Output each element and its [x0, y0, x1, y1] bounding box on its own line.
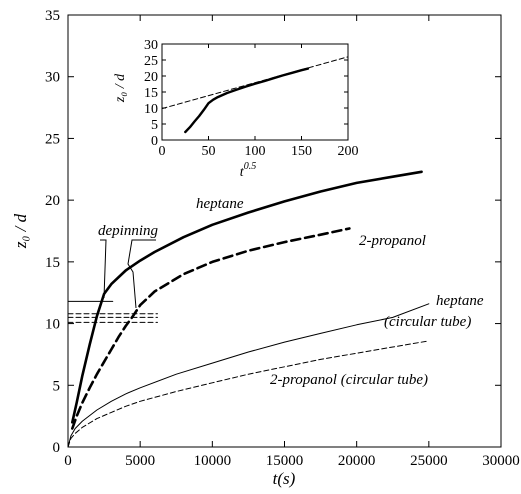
inset-x-axis-title: t0.5: [240, 161, 256, 180]
inset-series-group: [161, 56, 349, 134]
inset-fit-line: [161, 56, 349, 110]
y-tick-label: 20: [45, 193, 60, 209]
inset-x-axis-title-sup: 0.5: [244, 161, 257, 172]
depinning-pointer-propanol: [127, 239, 156, 309]
inset-x-tick-label: 100: [245, 144, 266, 159]
inset-y-tick-label: 25: [144, 54, 158, 69]
label-heptane-circular-2: (circular tube): [384, 314, 471, 330]
series-line-heptane: [71, 170, 423, 424]
y-tick-label: 0: [53, 440, 61, 456]
inset-x-tick-label: 50: [202, 144, 216, 159]
x-tick-label: 15000: [266, 453, 304, 469]
x-axis-title: t(s): [273, 469, 296, 488]
series-line-2-propanol: [71, 227, 351, 430]
label-heptane: heptane: [196, 196, 244, 212]
series-line-2-propanol-circular-tube-: [67, 340, 430, 448]
y-tick-label: 30: [45, 70, 60, 86]
x-tick-label: 0: [64, 453, 72, 469]
label-heptane-circular-1: heptane: [436, 293, 484, 309]
inset-x-tick-label: 200: [338, 144, 359, 159]
x-tick-label: 20000: [338, 453, 376, 469]
y-tick-label: 35: [45, 8, 60, 24]
main-series-group: [67, 170, 430, 448]
inset-y-tick-label: 15: [144, 86, 158, 101]
inset-y-tick-label: 0: [151, 134, 158, 149]
depinning-reference-lines: [67, 300, 158, 323]
y-axis-title: z₀ / d: [11, 213, 30, 249]
inset-y-tick-label: 20: [144, 70, 158, 85]
label-2-propanol: 2-propanol: [359, 233, 426, 249]
label-depinning: depinning: [98, 223, 158, 239]
depinning-pointers: [100, 239, 156, 309]
x-tick-label: 25000: [410, 453, 448, 469]
depinning-pointer-heptane: [100, 239, 107, 299]
y-tick-label: 15: [45, 255, 60, 271]
inset-y-tick-label: 10: [144, 102, 158, 117]
x-tick-label: 10000: [194, 453, 232, 469]
x-tick-label: 30000: [482, 453, 520, 469]
x-tick-label: 5000: [125, 453, 155, 469]
inset-y-tick-label: 30: [144, 38, 158, 53]
y-tick-label: 25: [45, 131, 60, 147]
inset-y-axis-title: z₀ / d: [113, 73, 128, 103]
main-axis-ticks: 0 5000 10000 15000 20000 25000 300000510152025…: [45, 8, 520, 469]
inset-x-tick-label: 150: [291, 144, 312, 159]
inset-data-line: [184, 67, 310, 134]
label-2-propanol-circular: 2-propanol (circular tube): [270, 372, 428, 388]
series-line-heptane-circular-tube-: [67, 303, 430, 448]
y-tick-label: 10: [45, 317, 60, 333]
inset-y-tick-label: 5: [151, 118, 158, 133]
y-tick-label: 5: [53, 378, 61, 394]
inset-x-axis-title-base: t: [240, 165, 245, 180]
inset-x-tick-label: 0: [159, 144, 166, 159]
